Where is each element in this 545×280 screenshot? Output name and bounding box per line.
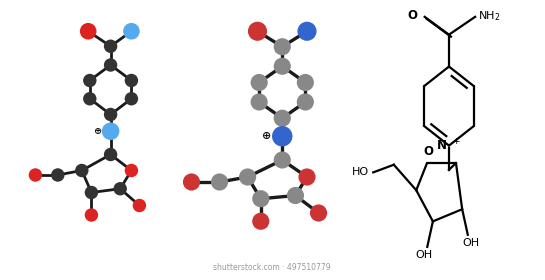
Circle shape (272, 126, 293, 146)
Circle shape (113, 182, 127, 195)
Text: HO: HO (352, 167, 370, 177)
Circle shape (51, 168, 64, 182)
Circle shape (183, 173, 200, 191)
Circle shape (104, 148, 117, 161)
Circle shape (75, 164, 88, 177)
Circle shape (104, 58, 117, 72)
Circle shape (274, 110, 291, 127)
Circle shape (287, 187, 304, 204)
Circle shape (297, 74, 314, 91)
Circle shape (84, 208, 98, 222)
Circle shape (239, 169, 256, 186)
Circle shape (125, 164, 138, 177)
Circle shape (274, 38, 291, 55)
Circle shape (298, 22, 317, 41)
Text: NH$_2$: NH$_2$ (478, 9, 501, 23)
Text: OH: OH (416, 250, 433, 260)
Text: N: N (437, 139, 447, 152)
Circle shape (132, 199, 146, 212)
Circle shape (123, 23, 140, 39)
Circle shape (29, 168, 42, 182)
Circle shape (83, 74, 96, 87)
Circle shape (104, 108, 117, 121)
Circle shape (251, 94, 268, 111)
Circle shape (297, 94, 314, 111)
Circle shape (310, 204, 327, 221)
Circle shape (80, 23, 96, 39)
Circle shape (252, 213, 269, 230)
Text: +: + (452, 137, 459, 146)
Text: shutterstock.com · 497510779: shutterstock.com · 497510779 (213, 263, 331, 272)
Circle shape (125, 74, 138, 87)
Circle shape (274, 151, 291, 169)
Circle shape (125, 92, 138, 106)
Text: O: O (408, 9, 417, 22)
Circle shape (104, 39, 117, 53)
Text: O: O (423, 145, 433, 158)
Circle shape (83, 92, 96, 106)
Circle shape (299, 169, 316, 186)
Text: ⊕: ⊕ (262, 131, 271, 141)
Circle shape (84, 186, 98, 199)
Text: ⊕: ⊕ (93, 126, 101, 136)
Circle shape (248, 22, 267, 41)
Circle shape (102, 122, 119, 140)
Text: OH: OH (462, 238, 480, 248)
Circle shape (252, 190, 269, 207)
Circle shape (251, 74, 268, 91)
Circle shape (274, 58, 291, 75)
Circle shape (211, 173, 228, 191)
